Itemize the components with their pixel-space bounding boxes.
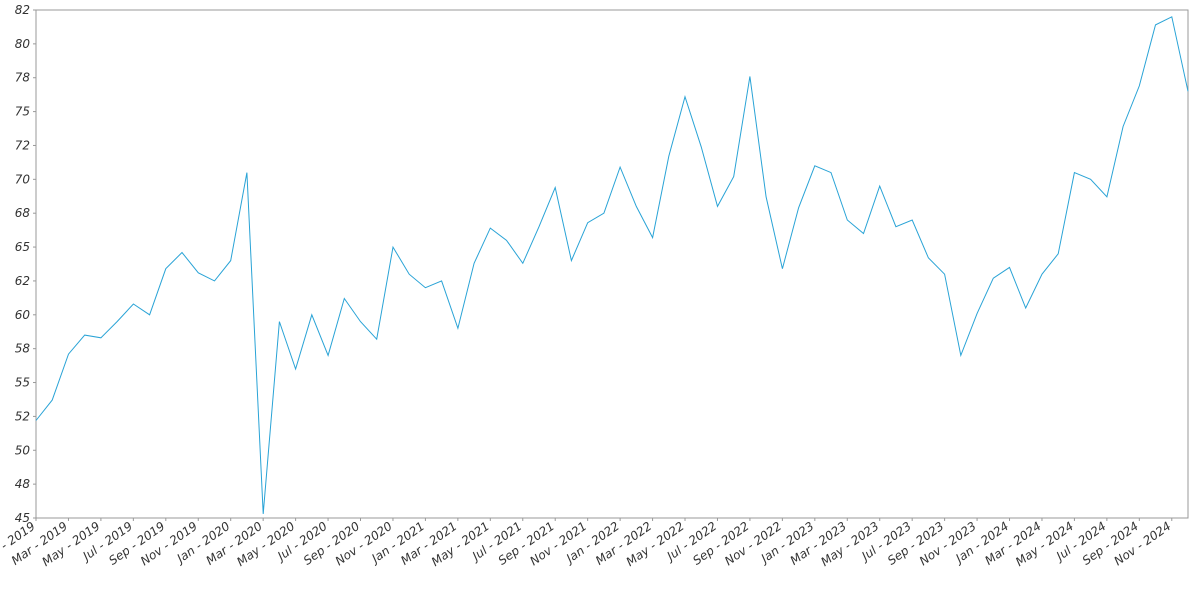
y-tick-label: 82 bbox=[15, 3, 30, 17]
y-tick-label: 50 bbox=[15, 443, 31, 457]
y-tick-label: 72 bbox=[15, 138, 30, 152]
y-tick-label: 70 bbox=[15, 172, 31, 186]
y-tick-label: 52 bbox=[15, 409, 30, 423]
plot-frame bbox=[35, 9, 1189, 519]
y-tick-label: 78 bbox=[15, 71, 31, 85]
y-tick-label: 45 bbox=[15, 511, 30, 525]
y-tick-label: 75 bbox=[15, 105, 30, 119]
y-tick-label: 55 bbox=[15, 376, 30, 390]
y-tick-label: 60 bbox=[15, 308, 31, 322]
y-tick-label: 68 bbox=[15, 206, 31, 220]
y-tick-label: 80 bbox=[15, 37, 31, 51]
y-tick-label: 62 bbox=[15, 274, 30, 288]
y-tick-label: 65 bbox=[15, 240, 30, 254]
series-line bbox=[35, 16, 1189, 514]
y-tick-label: 48 bbox=[15, 477, 31, 491]
y-tick-label: 58 bbox=[15, 342, 31, 356]
